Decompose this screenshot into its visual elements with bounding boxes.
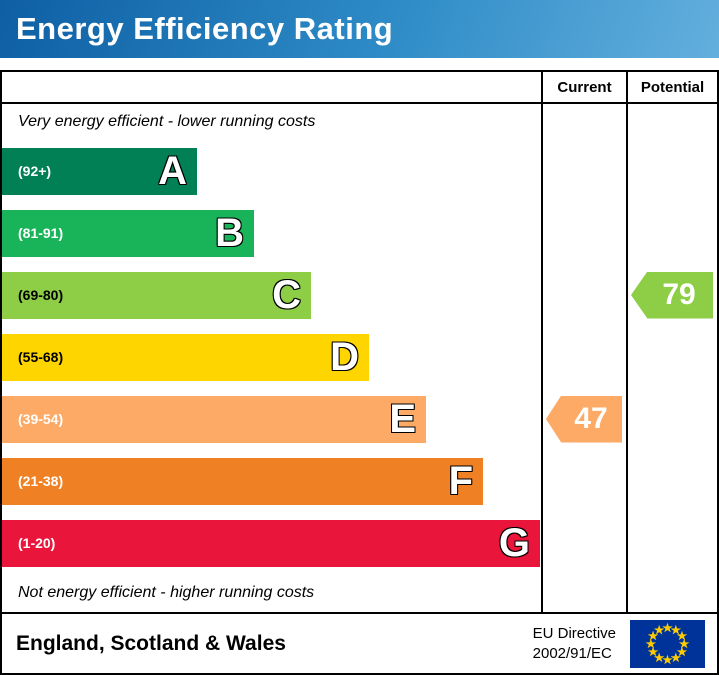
- band-range-c: (69-80): [18, 287, 64, 303]
- top-caption: Very energy efficient - lower running co…: [18, 113, 316, 130]
- band-range-g: (1-20): [18, 535, 56, 551]
- band-row-f: (21-38) F: [2, 450, 541, 512]
- band-letter-a: A: [158, 149, 187, 193]
- current-rating-arrow: 47: [546, 395, 622, 443]
- band-bar-b: (81-91) B: [2, 209, 254, 257]
- band-range-a: (92+): [18, 163, 52, 179]
- current-rating-value: 47: [574, 402, 608, 435]
- band-range-e: (39-54): [18, 411, 64, 427]
- band-letter-e: E: [389, 397, 416, 441]
- energy-efficiency-rating-header: Energy Efficiency Rating: [0, 0, 719, 58]
- band-bar-g: (1-20) G: [2, 519, 540, 567]
- eu-flag-icon: [630, 619, 705, 668]
- potential-column-header: Potential: [626, 72, 717, 104]
- band-row-e: (39-54) E: [2, 388, 541, 450]
- band-letter-b: B: [215, 211, 244, 255]
- band-letter-c: C: [272, 273, 301, 317]
- current-column: 47: [541, 104, 626, 612]
- epc-chart: Current Potential Very energy efficient …: [0, 70, 719, 614]
- eu-directive-label: EU Directive 2002/91/EC: [533, 624, 616, 663]
- band-row-b: (81-91) B: [2, 202, 541, 264]
- bands-area: Very energy efficient - lower running co…: [2, 104, 541, 612]
- band-list: (92+) A (81-91) B (69-80) C (55-68): [2, 140, 541, 574]
- band-range-d: (55-68): [18, 349, 64, 365]
- band-letter-g: G: [498, 521, 530, 565]
- current-column-header: Current: [541, 72, 626, 104]
- region-label: England, Scotland & Wales: [16, 631, 286, 655]
- potential-rating-value: 79: [662, 278, 696, 311]
- footer: England, Scotland & Wales EU Directive 2…: [0, 614, 719, 675]
- potential-column: 79: [626, 104, 717, 612]
- band-bar-e: (39-54) E: [2, 395, 426, 443]
- band-row-g: (1-20) G: [2, 512, 541, 574]
- eu-directive-line2: 2002/91/EC: [532, 644, 612, 662]
- band-letter-f: F: [448, 459, 473, 503]
- band-bar-c: (69-80) C: [2, 271, 311, 319]
- bottom-caption: Not energy efficient - higher running co…: [18, 584, 315, 601]
- potential-rating-arrow: 79: [631, 271, 713, 319]
- band-row-c: (69-80) C: [2, 264, 541, 326]
- band-range-f: (21-38): [18, 473, 64, 489]
- band-letter-d: D: [330, 335, 359, 379]
- band-bar-f: (21-38) F: [2, 457, 483, 505]
- band-bar-a: (92+) A: [2, 147, 197, 195]
- page-title: Energy Efficiency Rating: [16, 11, 394, 46]
- band-row-d: (55-68) D: [2, 326, 541, 388]
- eu-directive-line1: EU Directive: [532, 625, 616, 642]
- band-range-b: (81-91): [18, 225, 64, 241]
- band-bar-d: (55-68) D: [2, 333, 369, 381]
- header-blank-cell: [2, 72, 541, 104]
- band-row-a: (92+) A: [2, 140, 541, 202]
